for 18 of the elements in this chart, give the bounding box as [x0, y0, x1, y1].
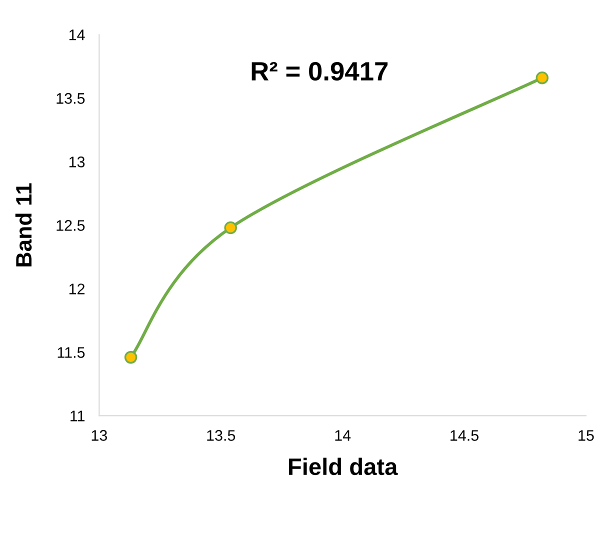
y-tick-label: 12.5 [56, 220, 85, 231]
y-tick-label: 12 [69, 284, 85, 294]
annotation: R² = 0.9417 [252, 62, 388, 81]
x-tick-label: 13.5 [207, 430, 236, 441]
point [536, 71, 549, 84]
y-tick-label: 13 [69, 156, 85, 168]
x-tick-label: 13 [92, 430, 107, 441]
y-tick-label: 11.5 [58, 347, 85, 358]
x-tick-label: 15 [578, 430, 594, 441]
x-axis-title: Field data [289, 458, 398, 476]
y-axis-title: Band 11 [15, 183, 32, 266]
x-tick-label: 14 [335, 430, 351, 441]
y-tick-label: 11 [70, 410, 85, 422]
y-tick-label: 14 [69, 30, 85, 40]
x-tick-label: 14.5 [450, 430, 478, 441]
point [224, 221, 237, 234]
point [124, 350, 138, 364]
y-tick-label: 13.5 [56, 93, 85, 104]
